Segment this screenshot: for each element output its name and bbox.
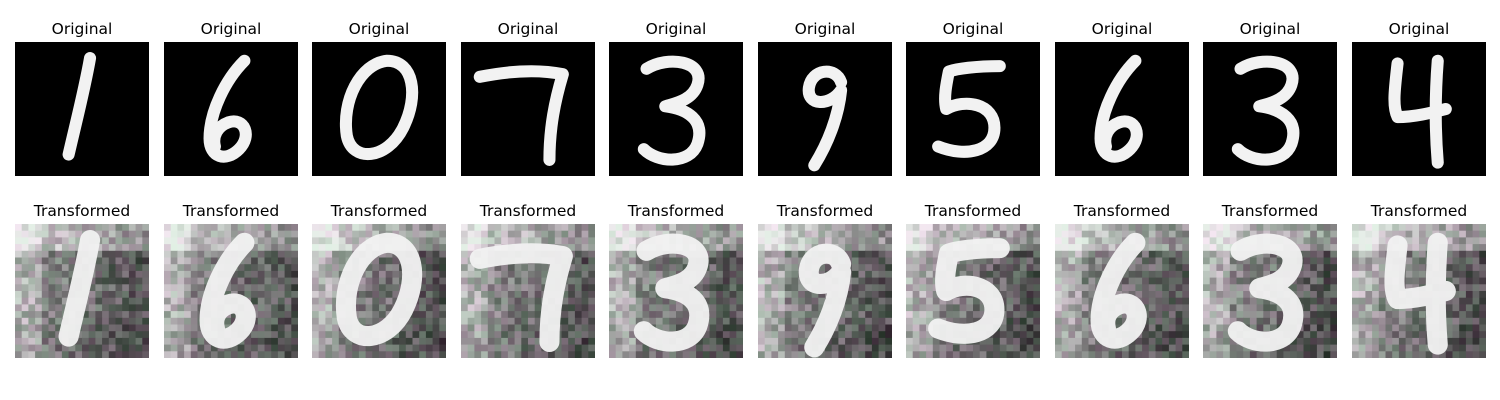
original-digit-image-3 bbox=[609, 42, 743, 176]
digit-6-stroke bbox=[203, 54, 252, 163]
transformed-title: Transformed bbox=[924, 202, 1022, 220]
transformed-title: Transformed bbox=[1073, 202, 1171, 220]
digit-6-stroke bbox=[199, 232, 256, 349]
transformed-digit-image-3 bbox=[609, 224, 743, 358]
digit-5-stroke bbox=[932, 60, 1006, 158]
digit-4-stroke bbox=[1384, 232, 1456, 355]
digit-9-stroke bbox=[798, 243, 852, 358]
transformed-title: Transformed bbox=[776, 202, 874, 220]
transformed-digit-image-0 bbox=[312, 224, 446, 358]
digit-0-stroke bbox=[335, 232, 423, 346]
transformed-title: Transformed bbox=[182, 202, 280, 220]
original-digit-image-6 bbox=[1055, 42, 1189, 176]
digit-3-stroke bbox=[633, 233, 710, 352]
digit-3-stroke bbox=[637, 55, 706, 166]
original-digit-image-9 bbox=[758, 42, 892, 176]
digit-5-stroke bbox=[928, 238, 1010, 344]
transformed-digit-image-6 bbox=[1055, 224, 1189, 358]
digit-1-stroke bbox=[58, 230, 101, 347]
transformed-title: Transformed bbox=[1370, 202, 1468, 220]
original-title: Original bbox=[348, 20, 410, 38]
digit-4-stroke bbox=[1388, 54, 1452, 169]
transformed-digit-image-5 bbox=[906, 224, 1040, 358]
original-title: Original bbox=[794, 20, 856, 38]
digit-9-stroke bbox=[802, 65, 848, 172]
original-digit-image-7 bbox=[461, 42, 595, 176]
original-digit-image-3 bbox=[1203, 42, 1337, 176]
digit-1-stroke bbox=[62, 52, 97, 161]
transformed-digit-image-9 bbox=[758, 224, 892, 358]
digit-3-stroke bbox=[1227, 233, 1304, 352]
original-digit-image-6 bbox=[164, 42, 298, 176]
original-title: Original bbox=[1388, 20, 1450, 38]
transformed-title: Transformed bbox=[1221, 202, 1319, 220]
transformed-title: Transformed bbox=[627, 202, 725, 220]
original-title: Original bbox=[200, 20, 262, 38]
digit-7-stroke bbox=[473, 65, 569, 166]
digit-6-stroke bbox=[1094, 54, 1143, 163]
transformed-digit-image-4 bbox=[1352, 224, 1486, 358]
original-digit-image-4 bbox=[1352, 42, 1486, 176]
original-title: Original bbox=[51, 20, 113, 38]
original-title: Original bbox=[1091, 20, 1153, 38]
digit-7-stroke bbox=[469, 243, 573, 352]
original-title: Original bbox=[1239, 20, 1301, 38]
transformed-title: Transformed bbox=[330, 202, 428, 220]
digit-0-stroke bbox=[339, 54, 419, 160]
transformed-digit-image-6 bbox=[164, 224, 298, 358]
original-digit-image-0 bbox=[312, 42, 446, 176]
original-title: Original bbox=[645, 20, 707, 38]
original-title: Original bbox=[497, 20, 559, 38]
original-digit-image-1 bbox=[15, 42, 149, 176]
digit-3-stroke bbox=[1231, 55, 1300, 166]
transformed-title: Transformed bbox=[479, 202, 577, 220]
transformed-digit-image-3 bbox=[1203, 224, 1337, 358]
transformed-digit-image-1 bbox=[15, 224, 149, 358]
digit-6-stroke bbox=[1090, 232, 1147, 349]
transformed-digit-image-7 bbox=[461, 224, 595, 358]
original-title: Original bbox=[942, 20, 1004, 38]
transformed-title: Transformed bbox=[33, 202, 131, 220]
original-digit-image-5 bbox=[906, 42, 1040, 176]
